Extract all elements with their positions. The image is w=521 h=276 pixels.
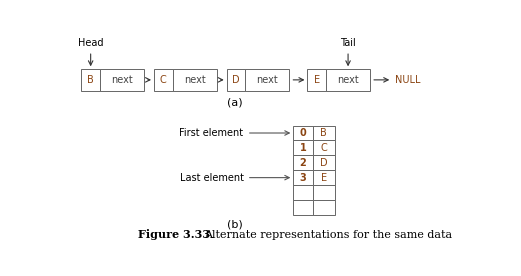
Text: Head: Head	[78, 38, 103, 48]
Text: (a): (a)	[227, 97, 242, 107]
Text: Last element: Last element	[180, 172, 244, 183]
Bar	[100, 69, 144, 91]
Bar	[313, 170, 335, 185]
Text: D: D	[320, 158, 328, 168]
Text: E: E	[314, 75, 320, 85]
Text: 3: 3	[300, 172, 306, 183]
Bar	[293, 140, 313, 155]
Bar	[313, 155, 335, 170]
Text: D: D	[232, 75, 240, 85]
Bar	[293, 126, 313, 140]
Bar	[313, 140, 335, 155]
Bar	[307, 69, 326, 91]
Bar	[313, 185, 335, 200]
Bar	[313, 126, 335, 140]
Text: next: next	[184, 75, 205, 85]
Text: (b): (b)	[227, 219, 243, 229]
Bar	[245, 69, 289, 91]
Text: 1: 1	[300, 143, 306, 153]
Text: B: B	[88, 75, 94, 85]
Text: Figure 3.33: Figure 3.33	[138, 229, 210, 240]
Bar	[173, 69, 217, 91]
Bar	[293, 170, 313, 185]
Bar	[154, 69, 173, 91]
Text: 2: 2	[300, 158, 306, 168]
Text: 0: 0	[300, 128, 306, 138]
Bar	[81, 69, 100, 91]
Bar	[227, 69, 245, 91]
Text: Tail: Tail	[340, 38, 356, 48]
Text: next: next	[111, 75, 133, 85]
Text: First element: First element	[179, 128, 244, 138]
Bar	[293, 185, 313, 200]
Bar	[293, 155, 313, 170]
Text: B: B	[320, 128, 327, 138]
Text: C: C	[320, 143, 327, 153]
Bar	[313, 200, 335, 215]
Text: Alternate representations for the same data: Alternate representations for the same d…	[204, 230, 453, 240]
Text: next: next	[337, 75, 359, 85]
Bar	[326, 69, 370, 91]
Text: NULL: NULL	[395, 75, 421, 85]
Bar	[293, 200, 313, 215]
Text: next: next	[256, 75, 278, 85]
Text: E: E	[321, 172, 327, 183]
Text: C: C	[160, 75, 167, 85]
